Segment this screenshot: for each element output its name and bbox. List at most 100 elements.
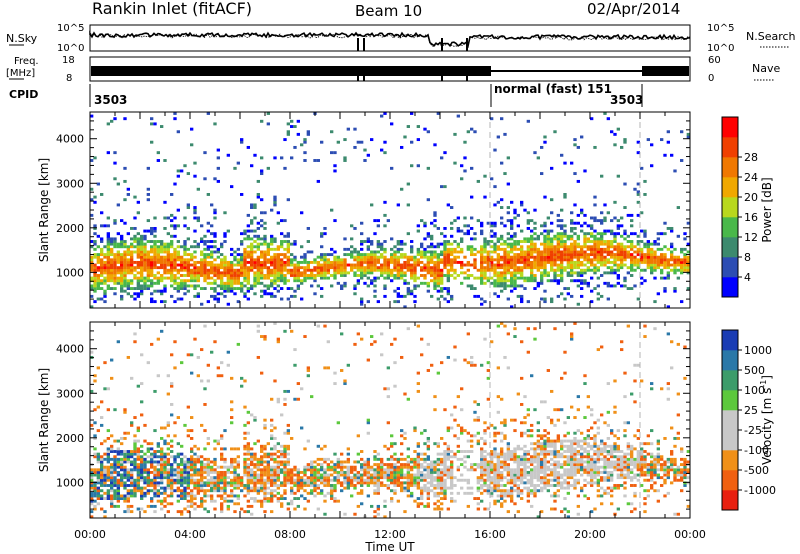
power-cell (100, 260, 104, 264)
power-cell (186, 203, 190, 207)
power-cell (156, 281, 160, 285)
velocity-cell (253, 416, 257, 419)
velocity-cell (203, 481, 207, 485)
velocity-cell (310, 478, 314, 482)
power-cell (146, 271, 150, 275)
power-cell (400, 255, 404, 259)
velocity-cell (90, 486, 94, 490)
velocity-cell (300, 484, 304, 487)
velocity-cell (450, 486, 454, 490)
power-cell (473, 260, 477, 264)
velocity-cell (293, 481, 297, 485)
velocity-cell (330, 460, 334, 464)
velocity-cell (423, 452, 427, 456)
power-cell (623, 279, 627, 283)
power-cell (340, 266, 344, 270)
velocity-cell (220, 374, 224, 378)
power-cell (610, 250, 614, 254)
power-cell (100, 247, 104, 251)
velocity-cell (266, 478, 270, 482)
velocity-cell (416, 455, 420, 459)
velocity-cell (343, 379, 347, 383)
velocity-cell (276, 463, 280, 467)
power-cell (136, 276, 140, 280)
velocity-cell (340, 468, 344, 472)
power-cell (270, 234, 274, 238)
velocity-cell (396, 457, 400, 461)
power-cell (150, 268, 154, 272)
power-cell (170, 255, 174, 259)
velocity-cell (270, 497, 274, 500)
velocity-cell (163, 465, 167, 469)
power-cell (510, 274, 514, 277)
power-cell (140, 271, 144, 275)
power-cell (443, 255, 447, 259)
velocity-cell (276, 340, 280, 344)
velocity-cell (443, 450, 447, 453)
power-cell (206, 274, 210, 277)
power-cell (466, 224, 470, 228)
power-cell (393, 253, 397, 257)
power-cell (670, 226, 674, 230)
power-cell (600, 260, 604, 264)
velocity-cell (466, 455, 470, 459)
velocity-cell (306, 484, 310, 487)
power-cell (623, 232, 627, 236)
power-cell (170, 260, 174, 264)
power-cell (156, 258, 160, 262)
power-cell (276, 245, 280, 249)
velocity-cell (240, 484, 244, 487)
power-cell (490, 268, 494, 272)
power-cell (616, 242, 620, 246)
power-cell (593, 268, 597, 272)
velocity-cell (170, 463, 174, 467)
power-cell (303, 138, 307, 142)
velocity-cell (383, 463, 387, 467)
velocity-cell (220, 507, 224, 511)
power-cell (516, 258, 520, 262)
power-cell (300, 279, 304, 283)
velocity-cell (480, 465, 484, 469)
power-cell (450, 206, 454, 209)
power-cell (443, 226, 447, 230)
velocity-cell (203, 494, 207, 498)
velocity-cell (140, 473, 144, 477)
velocity-cell (280, 444, 284, 448)
velocity-cell (183, 463, 187, 467)
velocity-cell (270, 473, 274, 477)
power-cell (440, 287, 444, 290)
power-cell (620, 247, 624, 251)
velocity-cell (233, 470, 237, 474)
power-cell (530, 242, 534, 246)
power-cell (400, 268, 404, 272)
power-cell (496, 237, 500, 241)
power-cell (540, 250, 544, 254)
velocity-cell (243, 460, 247, 464)
power-cell (223, 240, 227, 243)
velocity-cell (326, 473, 330, 477)
power-cell (316, 274, 320, 277)
power-cell (586, 255, 590, 259)
power-cell (150, 258, 154, 262)
power-cell (163, 242, 167, 246)
power-cell (310, 250, 314, 254)
power-cell (443, 240, 447, 243)
power-cell (543, 271, 547, 275)
power-cell (273, 237, 277, 241)
velocity-cell (380, 457, 384, 461)
velocity-cell (383, 444, 387, 448)
nsearch-line (89, 33, 691, 48)
power-cell (426, 255, 430, 259)
velocity-cell (416, 460, 420, 464)
velocity-cell (256, 491, 260, 495)
velocity-cell (190, 457, 194, 461)
power-cell (506, 253, 510, 257)
power-cell (593, 258, 597, 262)
power-cell (450, 274, 454, 277)
power-cell (213, 266, 217, 270)
power-cell (376, 240, 380, 243)
velocity-cell (253, 478, 257, 482)
velocity-cell (476, 497, 480, 500)
power-cell (93, 242, 97, 246)
